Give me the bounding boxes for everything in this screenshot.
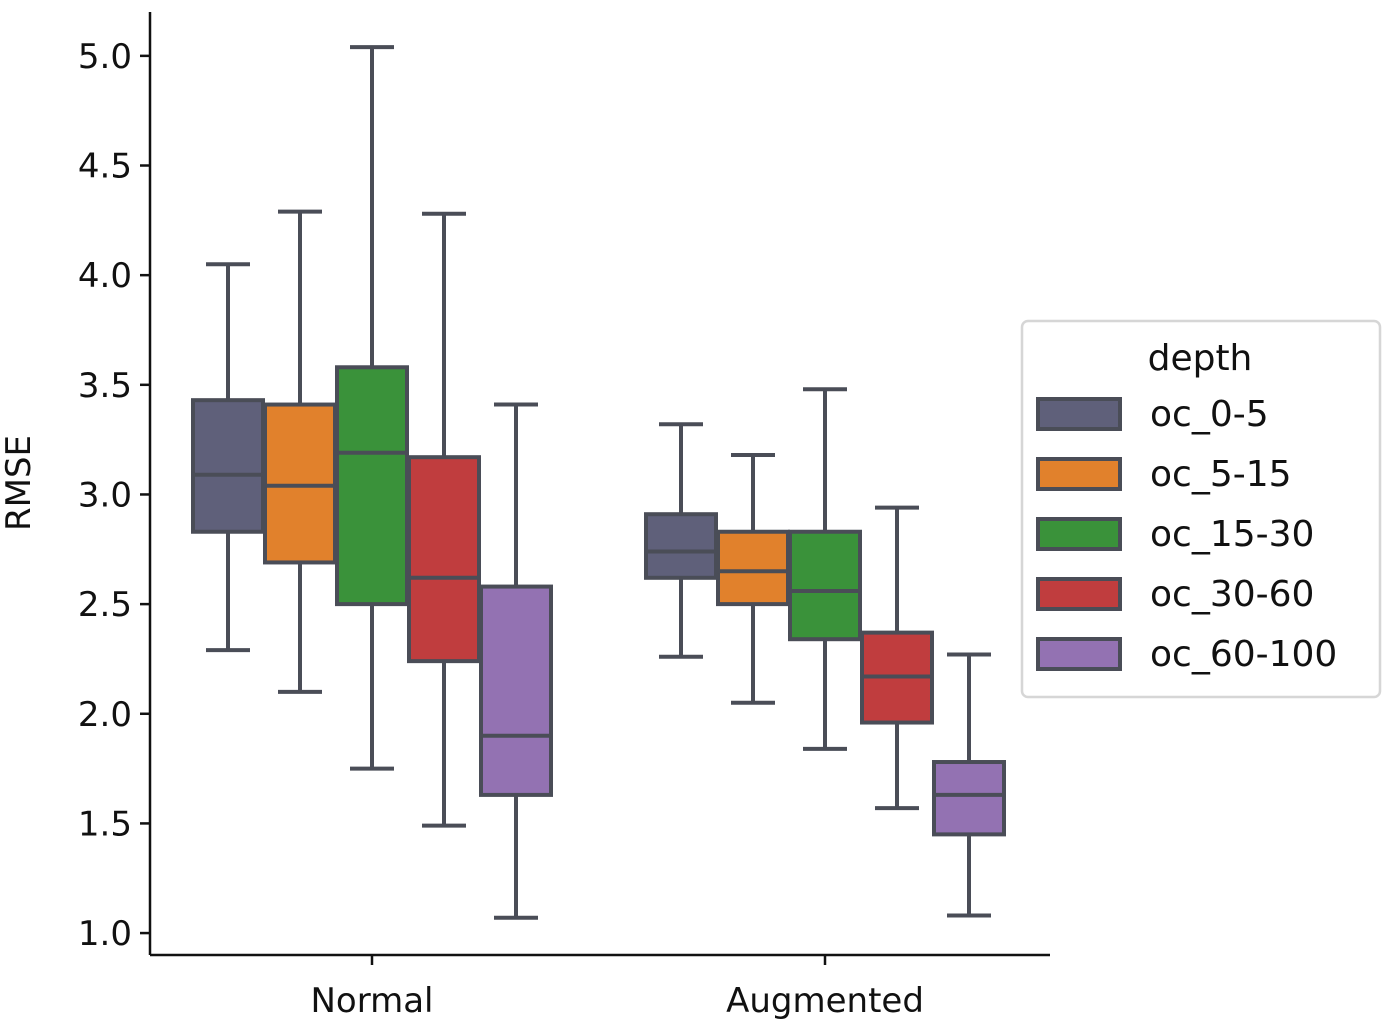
y-tick-label: 4.0 bbox=[78, 256, 132, 296]
legend-swatch-oc_30-60 bbox=[1036, 577, 1122, 611]
legend-label-oc_0-5: oc_0-5 bbox=[1150, 394, 1269, 435]
box-body bbox=[335, 365, 409, 607]
box-body bbox=[644, 512, 718, 580]
x-tick-label: Normal bbox=[310, 981, 433, 1021]
plot-layer bbox=[191, 45, 1006, 920]
legend-title: depth bbox=[1148, 338, 1253, 379]
x-tick-label: Augmented bbox=[726, 981, 924, 1021]
y-tick-label: 3.0 bbox=[78, 475, 132, 515]
legend-label-oc_60-100: oc_60-100 bbox=[1150, 634, 1337, 675]
boxplot-oc_5-15-augmented bbox=[716, 452, 790, 705]
boxplot-oc_5-15-normal bbox=[263, 209, 337, 694]
legend-swatch-oc_5-15 bbox=[1036, 457, 1122, 491]
y-tick-label: 2.5 bbox=[78, 585, 132, 625]
boxplot-oc_30-60-normal bbox=[407, 211, 481, 828]
boxplot-oc_30-60-augmented bbox=[860, 505, 934, 811]
box-body bbox=[407, 455, 481, 664]
boxplot-oc_60-100-normal bbox=[479, 402, 553, 920]
y-tick-label: 5.0 bbox=[78, 37, 132, 77]
legend-layer: depth oc_0-5 oc_5-15 oc_15-30 oc_30-60 oc_60-… bbox=[1020, 319, 1382, 699]
boxplot-oc_15-30-normal bbox=[335, 45, 409, 771]
y-tick-label: 2.0 bbox=[78, 695, 132, 735]
y-tick-label: 1.0 bbox=[78, 914, 132, 954]
boxplot-oc_60-100-augmented bbox=[932, 652, 1006, 918]
box-body bbox=[191, 398, 265, 534]
y-tick-label: 1.5 bbox=[78, 804, 132, 844]
legend-label-oc_30-60: oc_30-60 bbox=[1150, 574, 1314, 615]
boxplot-oc_0-5-normal bbox=[191, 262, 265, 653]
y-axis-label: RMSE bbox=[0, 435, 39, 531]
box-body bbox=[263, 402, 337, 565]
box-body bbox=[932, 760, 1006, 837]
box-body bbox=[479, 584, 553, 797]
legend-swatch-oc_0-5 bbox=[1036, 397, 1122, 431]
y-tick-label: 4.5 bbox=[78, 147, 132, 187]
boxplot-oc_0-5-augmented bbox=[644, 422, 718, 659]
box-body bbox=[716, 529, 790, 607]
legend-label-oc_15-30: oc_15-30 bbox=[1150, 514, 1314, 555]
y-tick-label: 3.5 bbox=[78, 366, 132, 406]
legend-swatch-oc_15-30 bbox=[1036, 517, 1122, 551]
legend-label-oc_5-15: oc_5-15 bbox=[1150, 454, 1292, 495]
box-body bbox=[788, 529, 862, 642]
axes-layer: 1.0 1.5 2.0 2.5 3.0 3.5 4.0 4.5 5.0 RMSE Normal Aug… bbox=[0, 12, 1050, 1021]
boxplot-oc_15-30-augmented bbox=[788, 387, 862, 751]
legend-swatch-oc_60-100 bbox=[1036, 637, 1122, 671]
